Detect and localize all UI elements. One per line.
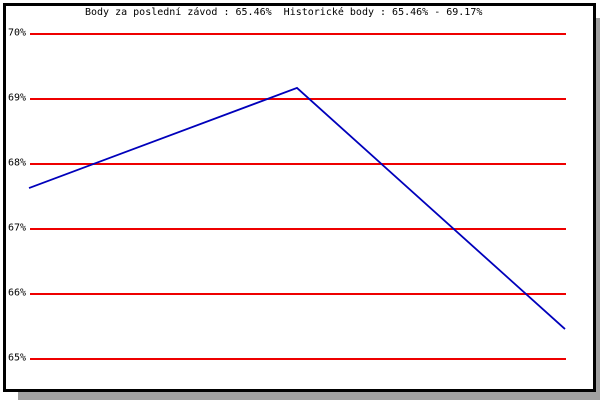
y-tick-label-65: 65% xyxy=(8,353,26,364)
y-tick-label-69: 69% xyxy=(8,93,26,104)
y-tick-label-70: 70% xyxy=(8,28,26,39)
y-tick-label-68: 68% xyxy=(8,158,26,169)
y-tick-label-67: 67% xyxy=(8,223,26,234)
series-line-points-percent xyxy=(28,86,566,330)
chart-title: Body za poslední závod : 65.46% Historic… xyxy=(85,7,483,18)
y-tick-label-66: 66% xyxy=(8,288,26,299)
chart-frame xyxy=(3,3,596,392)
